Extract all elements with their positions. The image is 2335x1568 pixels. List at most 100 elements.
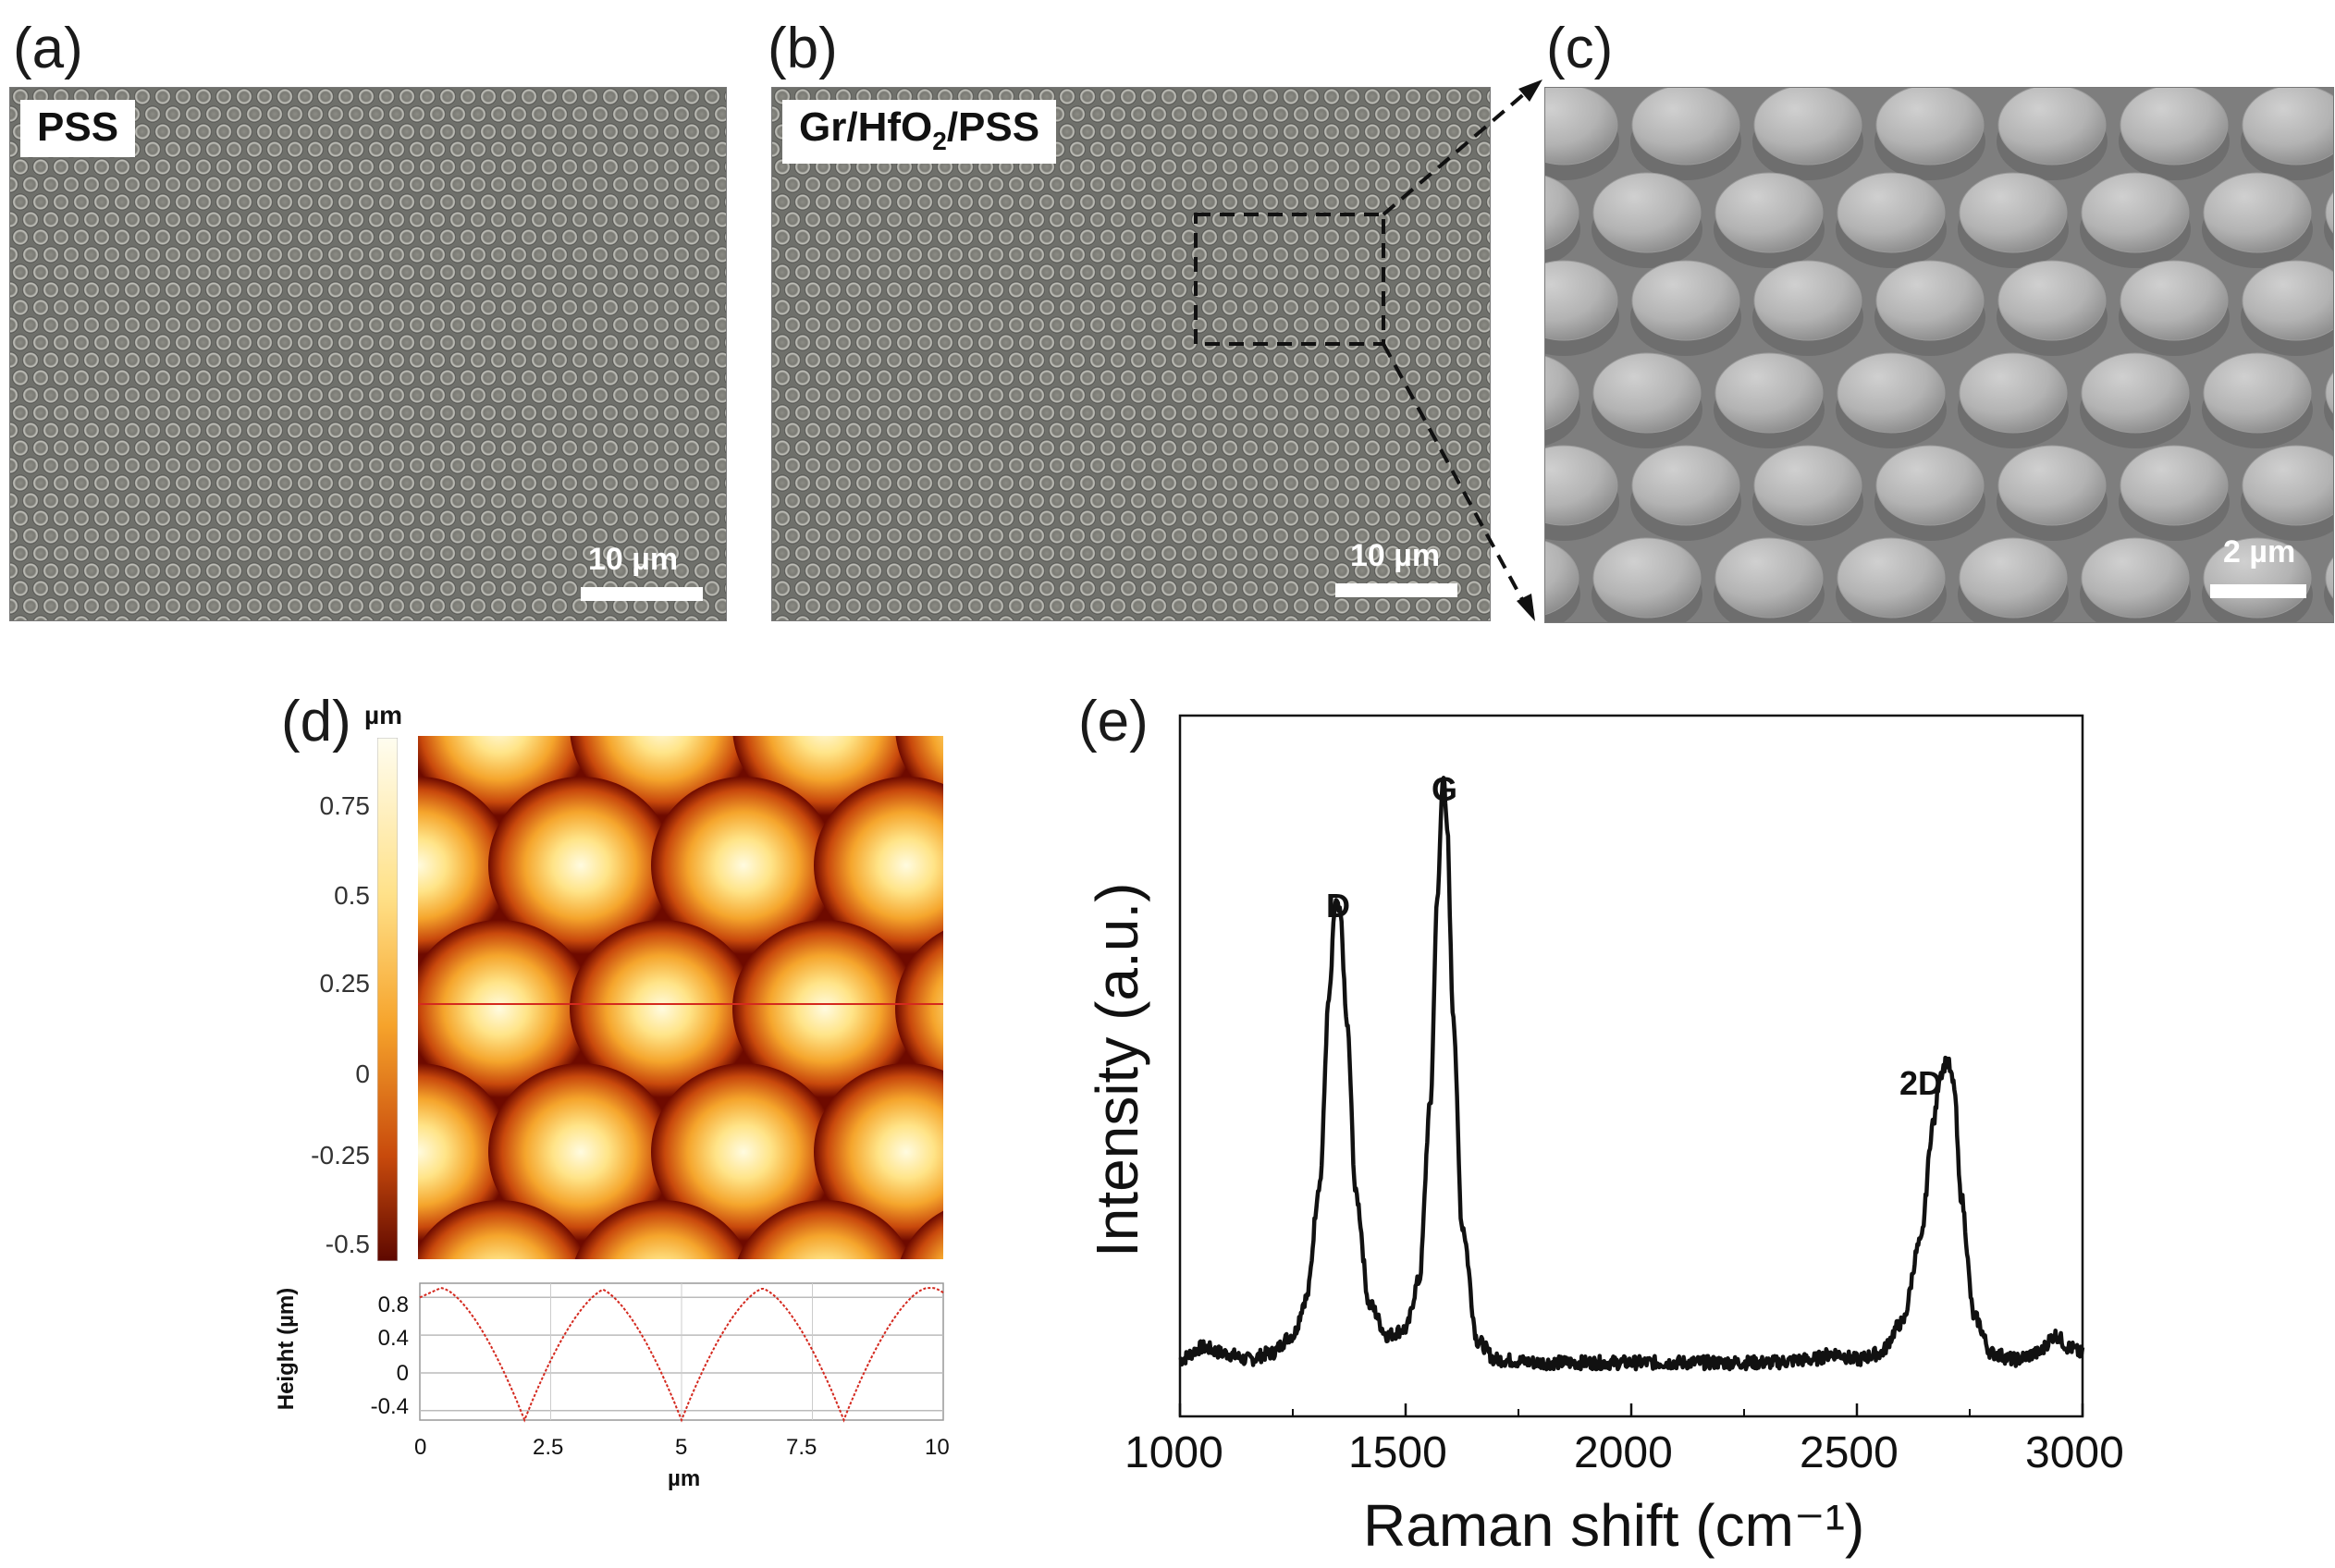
profile-xtick: 10 <box>925 1435 950 1460</box>
profile-ytick: 0.8 <box>377 1292 409 1317</box>
profile-ytick: -0.4 <box>370 1394 409 1419</box>
zoom-arrow-top <box>1382 91 1528 216</box>
sem-dome <box>1631 445 1740 526</box>
sem-dome <box>1837 352 1946 434</box>
afm-dome <box>814 1063 943 1241</box>
sem-dome <box>1959 537 2068 619</box>
optical-micrograph-gr-hfo2-pss <box>771 87 1491 621</box>
afm-dome <box>418 920 592 1097</box>
zoom-arrow-bottom <box>1382 343 1526 604</box>
sem-dome <box>2325 372 2333 414</box>
panel-d-label: (d) <box>281 690 351 753</box>
sem-dome <box>1837 537 1946 619</box>
tag-subscript: 2 <box>932 126 947 155</box>
sem-dome <box>1592 537 1702 619</box>
scale-bar-label-a: 10 µm <box>588 542 679 577</box>
afm-dome <box>651 1063 836 1241</box>
optical-micrograph-pss <box>9 87 727 621</box>
sem-dome <box>1959 352 2068 434</box>
sem-dome <box>1545 445 1618 526</box>
sem-dome <box>1753 445 1862 526</box>
profile-xtick: 0 <box>414 1435 427 1460</box>
afm-dome <box>900 1210 943 1259</box>
sem-dome <box>2203 352 2312 434</box>
sem-dome <box>2325 557 2333 599</box>
profile-xtick: 7.5 <box>786 1435 817 1460</box>
panel-a-label: (a) <box>13 17 83 80</box>
sem-dome <box>2081 352 2190 434</box>
afm-dome <box>574 1200 750 1259</box>
sem-dome <box>1592 352 1702 434</box>
afm-dome <box>732 920 917 1097</box>
scale-bar-b <box>1335 583 1457 597</box>
sem-dome <box>1545 355 1579 431</box>
sem-dome <box>2120 445 2229 526</box>
scale-bar-c <box>2210 584 2306 598</box>
peak-label-g: G <box>1432 770 1458 808</box>
sem-dome <box>1714 537 1824 619</box>
afm-dome <box>814 777 943 954</box>
colorbar-tick: -0.5 <box>325 1230 370 1258</box>
sem-dome <box>2242 88 2333 165</box>
colorbar-tick: -0.25 <box>311 1141 370 1170</box>
panel-b-label: (b) <box>768 17 838 80</box>
sem-dome <box>2120 260 2229 341</box>
sem-dome <box>1714 172 1824 253</box>
sem-dome <box>1875 88 1985 165</box>
profile-ytick: 0.4 <box>377 1326 409 1351</box>
sem-dome <box>1875 445 1985 526</box>
colorbar-tick: 0.75 <box>319 791 371 820</box>
panel-e-label: (e) <box>1078 690 1149 753</box>
panel-c-label: (c) <box>1546 17 1614 80</box>
raman-plot-frame <box>1178 714 2084 1418</box>
zoom-indicator <box>1194 80 1542 621</box>
sem-dome <box>2081 537 2190 619</box>
afm-dome <box>651 777 836 954</box>
sem-dome <box>1545 175 1579 251</box>
profile-xtick: 5 <box>675 1435 688 1460</box>
afm-dome <box>488 777 673 954</box>
raman-xtick: 3000 <box>2025 1428 2124 1477</box>
sem-dome <box>1714 352 1824 434</box>
sem-dome <box>1545 260 1618 341</box>
sem-dome <box>1997 260 2107 341</box>
arrowhead-bottom <box>1517 594 1535 621</box>
sem-dome <box>1837 172 1946 253</box>
raman-chart <box>1178 714 2085 1418</box>
sem-dome <box>2120 88 2229 165</box>
profile-ytick: 0 <box>396 1361 409 1386</box>
sem-dome <box>1631 88 1740 165</box>
sem-dome <box>1753 260 1862 341</box>
sem-image-domes <box>1544 87 2334 623</box>
zoom-region-box <box>1194 213 1385 346</box>
sem-dome <box>2242 445 2333 526</box>
scale-bar-a <box>581 587 703 601</box>
raman-ylabel: Intensity (a.u.) <box>1084 882 1150 1258</box>
colorbar-tick: 0.25 <box>319 969 371 998</box>
sem-dome <box>1875 260 1985 341</box>
profile-xtick: 2.5 <box>533 1435 564 1460</box>
sem-dome <box>2203 172 2312 253</box>
scale-bar-label-c: 2 µm <box>2223 534 2296 570</box>
height-profile-plot <box>419 1282 944 1423</box>
sample-tag-pss: PSS <box>20 100 136 157</box>
colorbar-tick: 0 <box>355 1060 370 1088</box>
colorbar-unit: µm <box>364 701 403 729</box>
sem-dome <box>1959 172 2068 253</box>
raman-xtick: 1500 <box>1348 1428 1447 1477</box>
sem-dome <box>1545 88 1618 165</box>
tag-prefix: Gr/HfO <box>799 104 933 150</box>
sem-dome <box>1592 172 1702 253</box>
sem-dome <box>1545 540 1579 616</box>
sem-dome <box>1753 88 1862 165</box>
profile-trace <box>419 1287 944 1423</box>
arrowhead-top <box>1518 80 1542 102</box>
afm-dome <box>418 1200 587 1259</box>
tag-suffix: /PSS <box>946 104 1040 150</box>
afm-colorbar <box>377 738 398 1261</box>
peak-label-2d: 2D <box>1899 1064 1943 1102</box>
profile-xlabel: µm <box>668 1466 701 1491</box>
afm-dome <box>570 920 755 1097</box>
sample-tag-gr-hfo2-pss: Gr/HfO2/PSS <box>782 100 1057 164</box>
scale-bar-label-b: 10 µm <box>1350 538 1441 573</box>
